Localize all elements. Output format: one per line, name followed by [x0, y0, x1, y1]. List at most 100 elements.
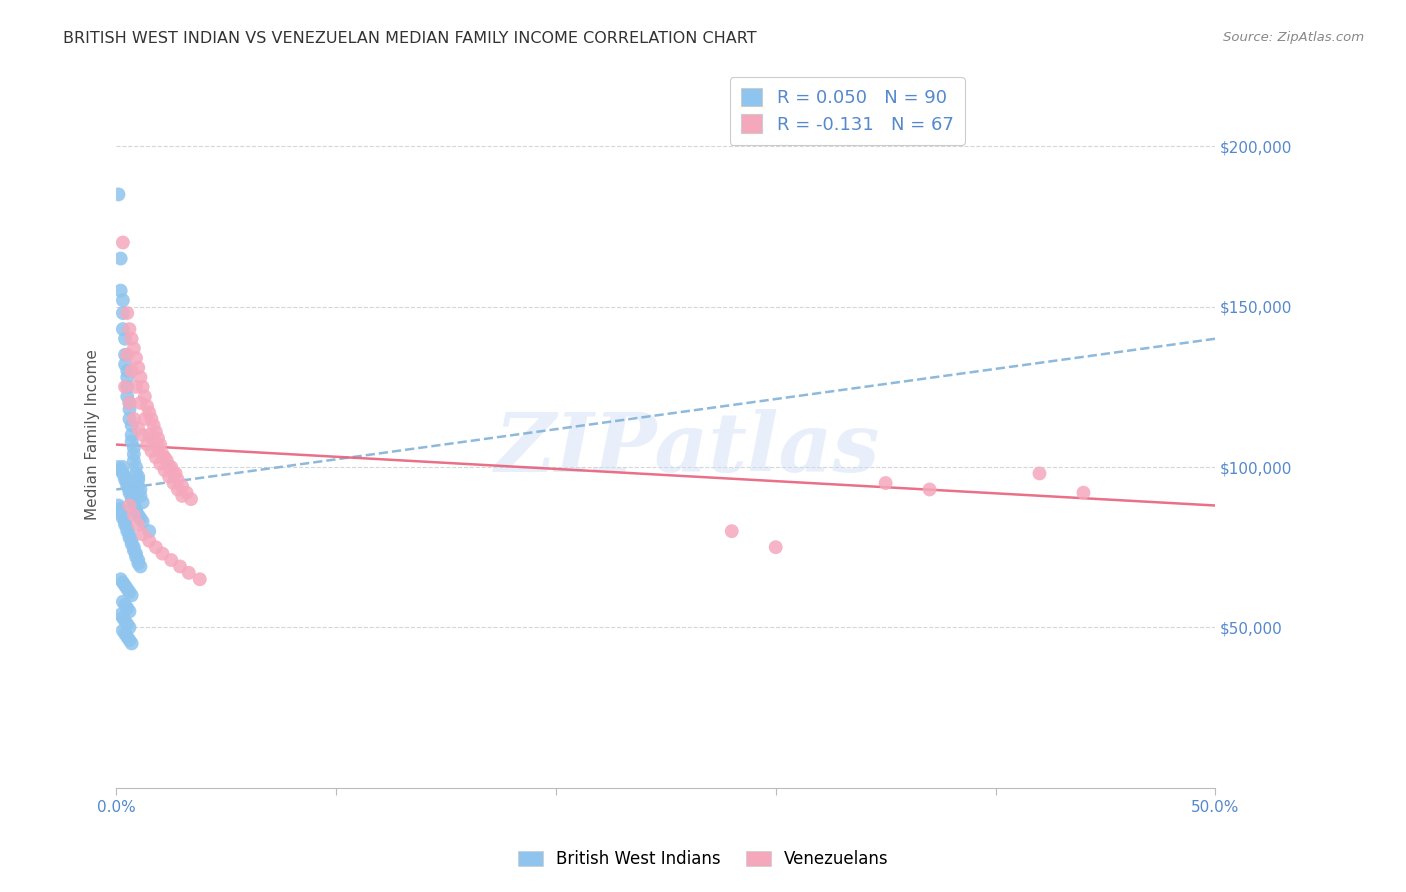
- Legend: R = 0.050   N = 90, R = -0.131   N = 67: R = 0.050 N = 90, R = -0.131 N = 67: [730, 77, 965, 145]
- Point: [118, 499, 141, 513]
- Point: [110, 252, 132, 266]
- Point: [117, 370, 139, 384]
- Point: [129, 559, 152, 574]
- Point: [127, 508, 149, 523]
- Point: [118, 322, 141, 336]
- Point: [125, 547, 148, 561]
- Point: [114, 469, 136, 483]
- Point: [127, 556, 149, 570]
- Point: [110, 284, 132, 298]
- Point: [918, 483, 941, 497]
- Point: [122, 508, 145, 523]
- Point: [111, 460, 134, 475]
- Point: [125, 505, 148, 519]
- Point: [127, 553, 149, 567]
- Point: [114, 515, 136, 529]
- Point: [117, 524, 139, 538]
- Point: [110, 505, 132, 519]
- Point: [149, 457, 172, 471]
- Point: [125, 351, 148, 365]
- Point: [111, 235, 134, 250]
- Point: [122, 441, 145, 455]
- Point: [166, 483, 188, 497]
- Point: [118, 396, 141, 410]
- Point: [145, 425, 167, 439]
- Point: [118, 483, 141, 497]
- Point: [117, 364, 139, 378]
- Point: [114, 517, 136, 532]
- Point: [156, 453, 179, 467]
- Point: [111, 293, 134, 308]
- Point: [122, 453, 145, 467]
- Point: [152, 547, 174, 561]
- Point: [134, 389, 156, 403]
- Point: [138, 524, 160, 538]
- Point: [117, 348, 139, 362]
- Point: [111, 611, 134, 625]
- Point: [118, 620, 141, 634]
- Point: [146, 431, 169, 445]
- Point: [117, 582, 139, 596]
- Point: [118, 531, 141, 545]
- Point: [129, 370, 152, 384]
- Point: [117, 630, 139, 644]
- Point: [153, 450, 176, 465]
- Point: [129, 483, 152, 497]
- Point: [118, 604, 141, 618]
- Point: [176, 485, 198, 500]
- Point: [121, 588, 143, 602]
- Point: [117, 476, 139, 491]
- Point: [131, 380, 153, 394]
- Legend: British West Indians, Venezuelans: British West Indians, Venezuelans: [510, 844, 896, 875]
- Point: [125, 549, 148, 564]
- Point: [107, 187, 129, 202]
- Point: [145, 450, 167, 465]
- Point: [125, 467, 148, 481]
- Point: [138, 428, 160, 442]
- Point: [121, 418, 143, 433]
- Point: [153, 463, 176, 477]
- Point: [117, 389, 139, 403]
- Point: [177, 566, 200, 580]
- Point: [114, 348, 136, 362]
- Point: [160, 460, 183, 475]
- Point: [117, 601, 139, 615]
- Point: [122, 412, 145, 426]
- Point: [127, 469, 149, 483]
- Point: [118, 485, 141, 500]
- Point: [107, 499, 129, 513]
- Point: [141, 412, 163, 426]
- Point: [169, 559, 191, 574]
- Point: [138, 533, 160, 548]
- Point: [114, 614, 136, 628]
- Point: [121, 492, 143, 507]
- Point: [111, 575, 134, 590]
- Point: [117, 380, 139, 394]
- Point: [166, 473, 188, 487]
- Point: [720, 524, 742, 538]
- Point: [145, 540, 167, 554]
- Point: [134, 412, 156, 426]
- Point: [114, 380, 136, 394]
- Point: [146, 441, 169, 455]
- Point: [129, 489, 152, 503]
- Point: [136, 399, 159, 413]
- Point: [141, 444, 163, 458]
- Text: BRITISH WEST INDIAN VS VENEZUELAN MEDIAN FAMILY INCOME CORRELATION CHART: BRITISH WEST INDIAN VS VENEZUELAN MEDIAN…: [63, 31, 756, 46]
- Point: [114, 332, 136, 346]
- Point: [138, 405, 160, 419]
- Point: [131, 515, 153, 529]
- Point: [162, 467, 184, 481]
- Point: [1028, 467, 1050, 481]
- Point: [111, 306, 134, 320]
- Point: [122, 495, 145, 509]
- Point: [118, 396, 141, 410]
- Point: [122, 543, 145, 558]
- Point: [127, 473, 149, 487]
- Point: [127, 421, 149, 435]
- Point: [121, 428, 143, 442]
- Point: [111, 467, 134, 481]
- Point: [110, 572, 132, 586]
- Point: [149, 437, 172, 451]
- Point: [125, 460, 148, 475]
